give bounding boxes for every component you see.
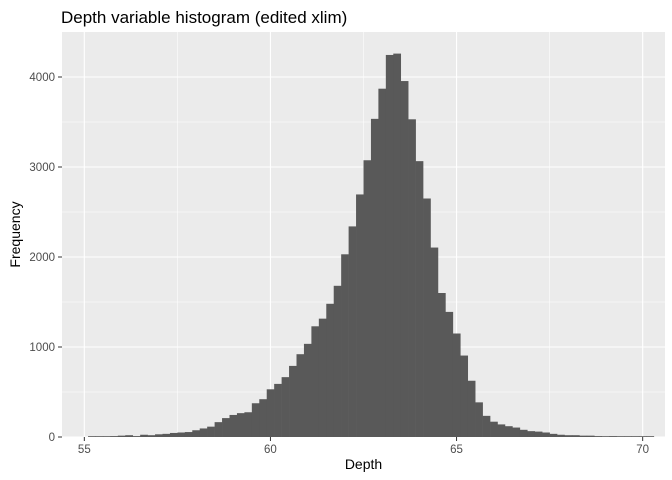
histogram-bar <box>251 403 260 437</box>
histogram-bar <box>557 434 565 437</box>
histogram-bar <box>482 415 491 437</box>
histogram-bar <box>229 414 238 437</box>
histogram-bar <box>184 432 193 437</box>
histogram-bar <box>370 118 379 437</box>
y-tick-label: 3000 <box>29 162 55 174</box>
histogram-bar <box>236 413 245 437</box>
histogram-bar <box>534 431 543 437</box>
histogram-bar <box>274 383 282 437</box>
histogram-bar <box>289 365 297 437</box>
histogram-bar <box>624 436 632 437</box>
histogram-bar <box>616 436 625 437</box>
histogram-bar <box>512 427 521 437</box>
y-tick-label: 4000 <box>29 72 55 84</box>
y-tick-label: 0 <box>49 432 55 444</box>
histogram-bar <box>445 311 454 437</box>
histogram-bar <box>326 303 335 437</box>
histogram-bar <box>579 435 588 437</box>
histogram-bar <box>497 424 506 437</box>
histogram-bar <box>117 435 126 437</box>
histogram-bar <box>162 433 171 437</box>
histogram-bar <box>467 380 476 437</box>
histogram-bar <box>609 436 617 437</box>
histogram-bar <box>311 326 320 437</box>
x-axis-ticks: 55 60 65 70 <box>78 437 649 456</box>
histogram-bar <box>475 402 483 437</box>
histogram-bar <box>601 436 610 437</box>
histogram-bar <box>266 389 275 437</box>
histogram-bar <box>460 355 469 437</box>
histogram-bar <box>125 435 134 437</box>
histogram-bar <box>631 436 640 437</box>
histogram-bar <box>348 226 357 437</box>
x-tick-label: 55 <box>78 444 91 456</box>
histogram-bar <box>132 436 141 437</box>
histogram-bar <box>542 432 550 437</box>
histogram-bar <box>437 293 446 437</box>
histogram-bar <box>222 418 230 437</box>
histogram-bar <box>296 354 305 437</box>
histogram-bar <box>341 254 349 437</box>
histogram-bar <box>259 399 268 437</box>
histogram-bar <box>95 436 104 437</box>
x-axis-title: Depth <box>345 456 382 472</box>
histogram-bar <box>244 412 253 437</box>
histogram-bar <box>527 431 536 437</box>
histogram-bar <box>519 429 528 437</box>
histogram-bar <box>281 377 290 437</box>
histogram-bar <box>378 88 387 437</box>
histogram-bar <box>452 333 461 437</box>
y-tick-label: 1000 <box>29 342 55 354</box>
histogram-bar <box>594 436 603 437</box>
histogram-bar <box>408 119 416 438</box>
histogram-bar <box>356 194 364 437</box>
x-tick-label: 70 <box>636 444 649 456</box>
histogram-bar <box>110 436 119 437</box>
histogram-bar <box>333 285 342 437</box>
histogram-bar <box>155 434 163 437</box>
histogram-bar <box>147 435 156 437</box>
histogram-bar <box>102 436 111 437</box>
histogram-bar <box>363 160 372 437</box>
histogram-bar <box>169 432 178 437</box>
histogram-bar <box>140 434 148 437</box>
histogram-bar <box>638 436 647 437</box>
histogram-bar <box>423 198 431 437</box>
x-tick-label: 60 <box>264 444 277 456</box>
histogram-bar <box>199 428 208 437</box>
histogram-bar <box>393 53 402 437</box>
histogram-bar <box>400 81 409 438</box>
y-axis-title: Frequency <box>7 201 23 267</box>
histogram-bar <box>318 318 327 437</box>
histogram-bar <box>586 435 595 437</box>
histogram-bar <box>646 436 655 437</box>
chart-title: Depth variable histogram (edited xlim) <box>61 8 347 27</box>
histogram-bar <box>177 432 186 437</box>
y-axis-ticks: 0 1000 2000 3000 4000 <box>29 72 62 444</box>
histogram-bar <box>504 426 513 437</box>
y-tick-label: 2000 <box>29 252 55 264</box>
histogram-bar <box>385 54 394 437</box>
x-tick-label: 65 <box>450 444 463 456</box>
histogram-bar <box>303 343 312 437</box>
histogram-bar <box>192 430 201 437</box>
histogram-bars <box>88 53 655 438</box>
histogram-bar <box>207 426 215 437</box>
histogram-bar <box>571 435 580 437</box>
histogram-bar <box>430 247 439 437</box>
histogram-bar <box>415 161 424 437</box>
histogram-bar <box>88 436 96 437</box>
histogram-bar <box>549 433 558 437</box>
histogram-bar <box>490 421 498 437</box>
histogram-bar <box>214 422 223 437</box>
histogram-bar <box>564 435 573 437</box>
